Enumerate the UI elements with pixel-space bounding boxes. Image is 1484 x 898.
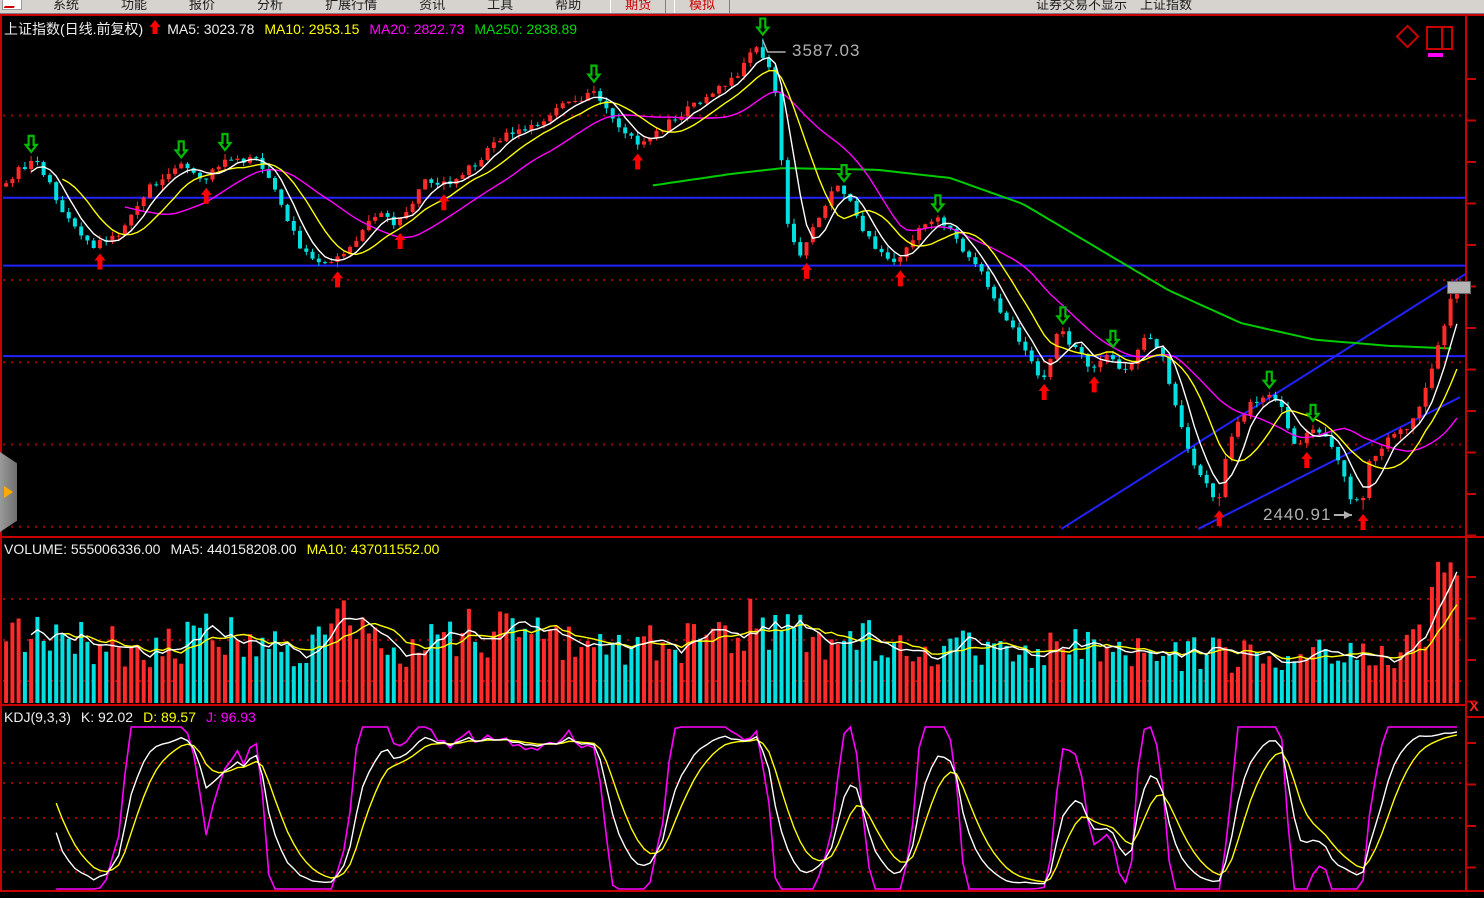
menu-item-tools[interactable]: 工具 — [487, 0, 514, 12]
volume-value: VOLUME: 555006336.00 — [4, 541, 161, 557]
sidebar-slide-handle[interactable] — [0, 452, 17, 532]
close-panel-button[interactable]: X — [1469, 698, 1479, 714]
peak-price-label: 3587.03 — [792, 41, 861, 60]
volume-ma10: MA10: 437011552.00 — [306, 541, 440, 557]
kdj-title: KDJ(9,3,3) — [4, 709, 71, 725]
kdj-header: KDJ(9,3,3) K: 92.02 D: 89.57 J: 96.93 — [4, 709, 256, 725]
volume-ma5: MA5: 440158208.00 — [170, 541, 297, 557]
menu-item-sim[interactable]: 模拟 — [674, 0, 731, 13]
kdj-d: D: 89.57 — [143, 709, 197, 725]
window-panes-icon[interactable] — [1426, 26, 1453, 50]
symbol-title: 上证指数(日线.前复权) — [4, 21, 144, 37]
menu-status-text: 证券交易不显示 上证指数 — [1035, 0, 1192, 12]
kdj-j: J: 96.93 — [206, 709, 256, 725]
up-arrow-icon — [149, 20, 161, 38]
menu-item-analysis[interactable]: 分析 — [257, 0, 284, 12]
low-price-label: 2440.91 — [1263, 505, 1332, 524]
ma20-value: MA20: 2822.73 — [369, 21, 465, 37]
kdj-k: K: 92.02 — [80, 709, 134, 725]
menu-item-help[interactable]: 帮助 — [555, 0, 582, 12]
menu-item-system[interactable]: 系统 — [53, 0, 80, 12]
menu-bar: 系统 功能 报价 分析 扩展行情 资讯 工具 帮助 期货 模拟 证券交易不显示 … — [0, 0, 1484, 14]
volume-header: VOLUME: 555006336.00 MA5: 440158208.00 M… — [4, 541, 439, 557]
menu-item-quotes[interactable]: 报价 — [189, 0, 216, 12]
expand-arrow-icon — [4, 486, 13, 498]
menu-item-function[interactable]: 功能 — [121, 0, 148, 12]
panes-underline — [1428, 53, 1443, 57]
ma250-value: MA250: 2838.89 — [474, 21, 578, 37]
menu-item-extended[interactable]: 扩展行情 — [325, 0, 378, 12]
menu-item-futures[interactable]: 期货 — [610, 0, 667, 13]
ma5-value: MA5: 3023.78 — [167, 21, 255, 37]
main-chart-header: 上证指数(日线.前复权) MA5: 3023.78 MA10: 2953.15 … — [4, 19, 577, 39]
menu-item-info[interactable]: 资讯 — [419, 0, 446, 12]
last-price-marker — [1447, 281, 1471, 294]
app-icon[interactable] — [2, 0, 22, 10]
ma10-value: MA10: 2953.15 — [264, 21, 360, 37]
